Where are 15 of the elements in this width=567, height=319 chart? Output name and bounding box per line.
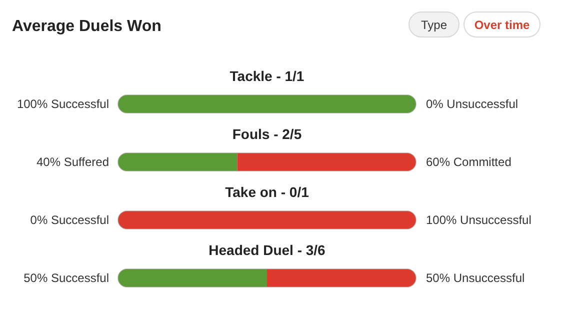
data-label: 50% Unsuccessful: [426, 271, 525, 285]
data-label: 100% Successful: [16, 97, 109, 111]
toggle-button: Type: [408, 12, 460, 38]
data-label: 50% Successful: [24, 271, 109, 285]
chart-title: Average Duels Won: [12, 18, 162, 35]
y-tick-label: Fouls - 2/5: [232, 126, 302, 142]
data-label: 60% Committed: [426, 155, 512, 169]
data-label: 0% Successful: [30, 213, 109, 227]
data-label: 40% Suffered: [36, 155, 109, 169]
toggle-button: Over time: [464, 12, 540, 38]
y-tick-label: Tackle - 1/1: [230, 68, 304, 84]
data-label: 100% Unsuccessful: [426, 213, 532, 227]
y-tick-label: Headed Duel - 3/6: [208, 242, 326, 258]
y-tick-label: Take on - 0/1: [225, 184, 310, 200]
data-label: 0% Unsuccessful: [426, 97, 518, 111]
